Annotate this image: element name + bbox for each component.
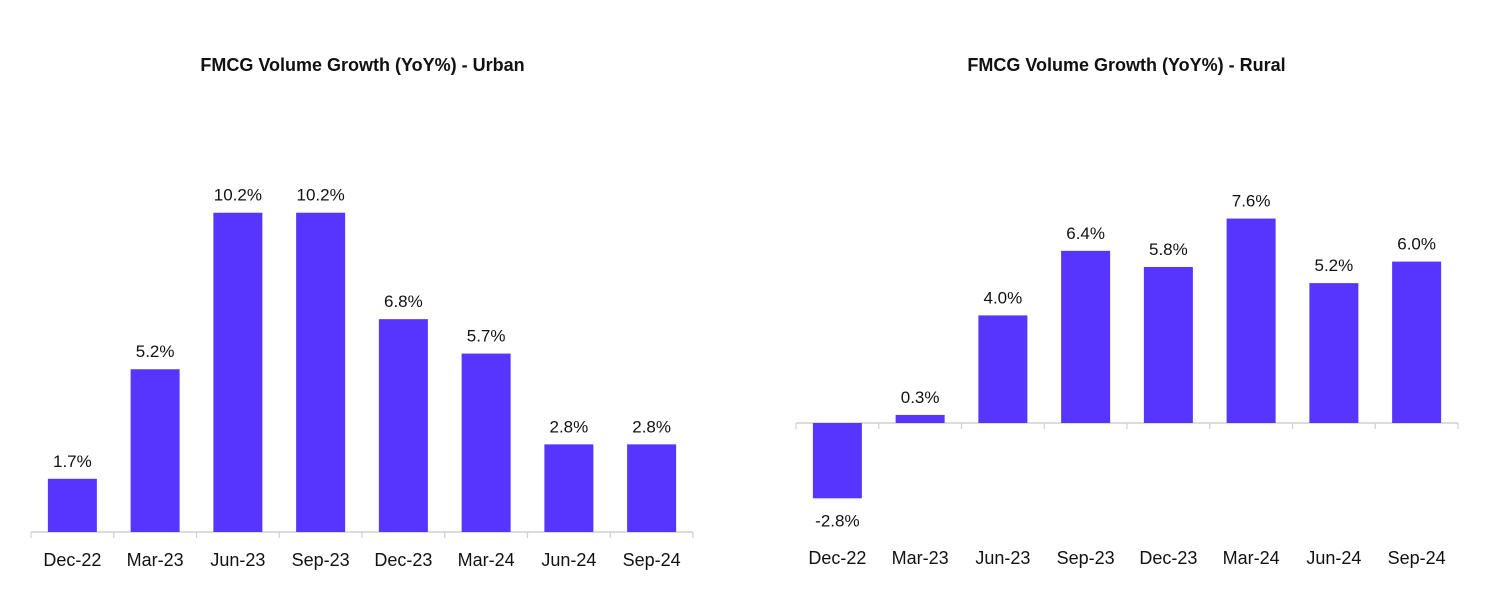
- rural-chart: FMCG Volume Growth (YoY%) - Rural -2.8% D…: [749, 0, 1498, 610]
- rural-tick-label: Dec-22: [808, 548, 866, 568]
- urban-bar-dec-22: [47, 478, 97, 532]
- urban-bar-mar-23: [130, 369, 180, 532]
- rural-bar-jun-24: [1309, 283, 1359, 423]
- rural-data-label: 5.8%: [1149, 240, 1188, 259]
- urban-tick-label: Mar-23: [127, 550, 184, 570]
- rural-bar-mar-23: [895, 414, 945, 423]
- urban-data-label: 5.2%: [136, 342, 175, 361]
- urban-data-label: 10.2%: [297, 186, 345, 205]
- urban-tick-label: Sep-23: [292, 550, 350, 570]
- urban-data-label: 2.8%: [632, 417, 671, 436]
- urban-tick-label: Sep-24: [623, 550, 681, 570]
- rural-data-label: 7.6%: [1232, 192, 1271, 211]
- rural-tick-label: Mar-24: [1223, 548, 1280, 568]
- rural-bar-sep-23: [1061, 250, 1111, 423]
- rural-tick-label: Jun-23: [975, 548, 1030, 568]
- rural-tick-label: Jun-24: [1306, 548, 1361, 568]
- rural-bar-jun-23: [978, 315, 1028, 423]
- rural-bar-dec-22: [812, 423, 862, 499]
- rural-chart-title: FMCG Volume Growth (YoY%) - Rural: [967, 55, 1286, 75]
- urban-tick-label: Mar-24: [458, 550, 515, 570]
- rural-chart-plot: -2.8% Dec-22 0.3% Mar-23 4.0% Jun-23 6.4% Sep-2…: [795, 192, 1459, 568]
- rural-bar-mar-24: [1226, 218, 1276, 423]
- urban-tick-label: Jun-24: [541, 550, 596, 570]
- urban-bar-jun-24: [544, 444, 594, 532]
- urban-data-label: 1.7%: [53, 452, 92, 471]
- urban-bar-jun-23: [213, 212, 263, 533]
- rural-data-label: 6.0%: [1397, 235, 1436, 254]
- urban-bar-mar-24: [461, 353, 511, 532]
- rural-bar-dec-23: [1143, 266, 1193, 423]
- urban-bar-sep-24: [627, 444, 677, 532]
- rural-data-label: -2.8%: [815, 511, 859, 530]
- urban-data-label: 10.2%: [214, 186, 262, 205]
- urban-tick-label: Dec-22: [43, 550, 101, 570]
- rural-bar-sep-24: [1392, 261, 1442, 423]
- urban-chart-title: FMCG Volume Growth (YoY%) - Urban: [200, 55, 525, 75]
- urban-data-label: 5.7%: [467, 327, 506, 346]
- rural-data-label: 6.4%: [1066, 224, 1105, 243]
- urban-bar-dec-23: [378, 319, 428, 532]
- urban-data-label: 2.8%: [550, 417, 589, 436]
- rural-tick-label: Sep-23: [1057, 548, 1115, 568]
- urban-data-label: 6.8%: [384, 292, 423, 311]
- urban-bar-sep-23: [296, 212, 346, 533]
- rural-data-label: 4.0%: [984, 288, 1023, 307]
- rural-tick-label: Mar-23: [892, 548, 949, 568]
- rural-data-label: 0.3%: [901, 388, 940, 407]
- urban-chart: FMCG Volume Growth (YoY%) - Urban 1.7% De…: [30, 55, 694, 570]
- urban-tick-label: Dec-23: [374, 550, 432, 570]
- urban-chart-plot: 1.7% Dec-22 5.2% Mar-23 10.2% Jun-23 10.2% Sep-…: [30, 186, 694, 570]
- rural-data-label: 5.2%: [1315, 256, 1354, 275]
- rural-tick-label: Sep-24: [1388, 548, 1446, 568]
- rural-tick-label: Dec-23: [1139, 548, 1197, 568]
- urban-tick-label: Jun-23: [210, 550, 265, 570]
